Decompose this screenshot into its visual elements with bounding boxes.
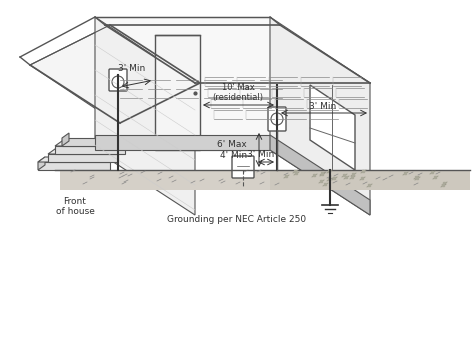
Polygon shape bbox=[55, 146, 125, 154]
Text: 3' Min: 3' Min bbox=[118, 64, 146, 73]
Polygon shape bbox=[38, 157, 117, 162]
Polygon shape bbox=[62, 133, 69, 146]
Polygon shape bbox=[105, 25, 370, 83]
Polygon shape bbox=[310, 85, 355, 170]
Polygon shape bbox=[95, 17, 270, 150]
FancyBboxPatch shape bbox=[109, 69, 127, 91]
Polygon shape bbox=[270, 17, 370, 215]
Text: 10' Max
(residential): 10' Max (residential) bbox=[212, 82, 264, 102]
Polygon shape bbox=[270, 135, 370, 215]
Polygon shape bbox=[30, 25, 200, 125]
Polygon shape bbox=[48, 154, 118, 162]
Polygon shape bbox=[155, 35, 200, 150]
Polygon shape bbox=[95, 135, 270, 150]
Polygon shape bbox=[62, 138, 155, 146]
Polygon shape bbox=[95, 17, 195, 215]
Polygon shape bbox=[270, 170, 470, 190]
Circle shape bbox=[112, 76, 124, 88]
Text: 3' Min: 3' Min bbox=[310, 102, 337, 111]
FancyBboxPatch shape bbox=[268, 107, 286, 131]
Text: 3' Min: 3' Min bbox=[247, 150, 274, 159]
Polygon shape bbox=[38, 157, 45, 170]
Polygon shape bbox=[38, 162, 110, 170]
Polygon shape bbox=[55, 141, 132, 146]
Text: Grounding per NEC Article 250: Grounding per NEC Article 250 bbox=[167, 215, 307, 224]
Text: 6' Max
4' Min: 6' Max 4' Min bbox=[217, 140, 247, 160]
Text: Front
of house: Front of house bbox=[55, 197, 94, 216]
Circle shape bbox=[271, 113, 283, 125]
Polygon shape bbox=[48, 149, 125, 154]
FancyBboxPatch shape bbox=[232, 156, 254, 178]
Polygon shape bbox=[60, 170, 470, 190]
